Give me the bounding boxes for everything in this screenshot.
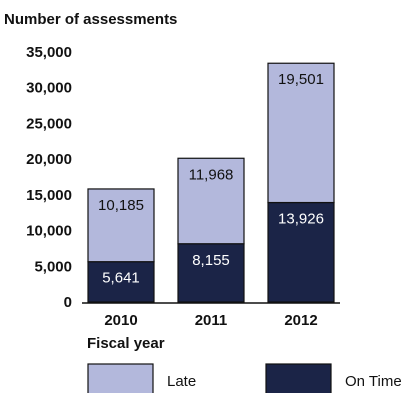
- bar-segment-late: [267, 62, 335, 204]
- data-label: 10,185: [98, 197, 144, 214]
- legend-swatch-late: [87, 363, 154, 393]
- category-label: 2012: [284, 312, 317, 329]
- legend-label: On Time: [345, 373, 402, 390]
- bar-segment-on-time: [267, 201, 335, 303]
- y-tick-label: 25,000: [26, 115, 72, 132]
- data-label: 8,155: [192, 252, 230, 269]
- y-tick-label: 0: [64, 294, 72, 311]
- y-tick-label: 35,000: [26, 44, 72, 61]
- category-labels: 2010 2011 2012: [104, 312, 317, 329]
- data-label: 5,641: [102, 270, 140, 287]
- data-label: 11,968: [189, 166, 234, 183]
- y-axis-label: Number of assessments: [4, 11, 177, 28]
- bar-segment-late: [177, 157, 245, 245]
- legend-swatch-on-time: [265, 363, 332, 393]
- category-label: 2011: [195, 312, 228, 329]
- data-label: 19,501: [278, 71, 324, 88]
- data-label: 13,926: [278, 211, 324, 228]
- y-tick-labels: 35,000 30,000 25,000 20,000 15,000 10,000 5,00…: [26, 44, 72, 311]
- bars: 5,641 10,185 8,155 11,968 13,926 19,501: [87, 62, 335, 303]
- legend-label: Late: [167, 373, 196, 390]
- bar-segment-late: [87, 188, 155, 263]
- y-tick-label: 10,000: [26, 223, 72, 240]
- x-axis-label: Fiscal year: [87, 335, 165, 352]
- y-tick-label: 15,000: [26, 187, 72, 204]
- category-label: 2010: [104, 312, 137, 329]
- y-tick-label: 5,000: [34, 258, 72, 275]
- bar-segment-on-time: [87, 261, 155, 303]
- y-tick-label: 30,000: [26, 80, 72, 97]
- y-tick-label: 20,000: [26, 151, 72, 168]
- legend: Late On Time: [87, 363, 402, 393]
